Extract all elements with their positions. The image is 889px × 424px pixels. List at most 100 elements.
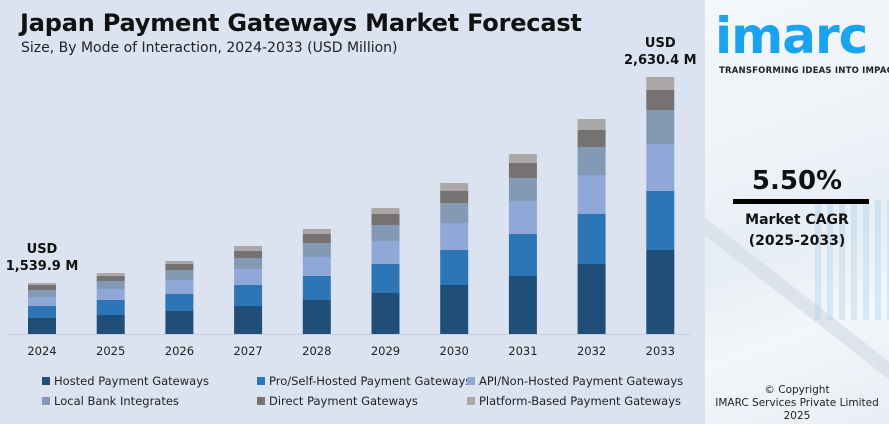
copyright: © Copyright IMARC Services Private Limit… bbox=[705, 384, 889, 423]
bar-segment-2025-4 bbox=[96, 281, 125, 290]
x-tick-label: 2028 bbox=[302, 344, 331, 358]
bar-segment-2024-1 bbox=[28, 318, 56, 334]
bar-segment-2030-6 bbox=[440, 182, 469, 191]
bar-segment-2027-5 bbox=[234, 250, 263, 258]
bar-segment-2029-5 bbox=[371, 214, 400, 225]
bar-segment-2032-6 bbox=[577, 118, 606, 130]
bar-segment-2024-2 bbox=[28, 306, 56, 318]
bar-segment-2031-6 bbox=[508, 154, 537, 163]
legend-label: API/Non-Hosted Payment Gateways bbox=[479, 374, 684, 388]
bar-segment-2032-4 bbox=[577, 146, 606, 175]
bar-segment-2025-3 bbox=[96, 289, 125, 301]
bar-segment-2028-5 bbox=[302, 233, 331, 243]
bar-segment-2026-4 bbox=[165, 269, 194, 280]
bar-segment-2031-2 bbox=[508, 233, 537, 276]
bar-segment-2030-2 bbox=[440, 250, 469, 285]
bar-segment-2026-6 bbox=[165, 260, 194, 264]
bar-segment-2027-6 bbox=[234, 245, 263, 251]
bar-segment-2024-3 bbox=[28, 297, 56, 306]
bar-segment-2026-1 bbox=[165, 311, 194, 334]
copyright-line1: © Copyright bbox=[764, 384, 830, 396]
bar-segment-2033-5 bbox=[646, 90, 675, 110]
annotation-currency: USD bbox=[644, 36, 676, 51]
bar-segment-2027-4 bbox=[234, 257, 263, 269]
legend-item: API/Non-Hosted Payment Gateways bbox=[467, 374, 683, 388]
bar-segment-2031-3 bbox=[508, 200, 537, 234]
x-tick-label: 2029 bbox=[371, 344, 400, 358]
bar-segment-2024-4 bbox=[28, 290, 56, 297]
value-annotation-2033: USD 2,630.4 M bbox=[624, 35, 697, 69]
bar-segment-2032-1 bbox=[577, 264, 606, 334]
bar-segment-2029-4 bbox=[371, 225, 400, 241]
bar-segment-2026-2 bbox=[165, 294, 194, 311]
bar-segment-2029-1 bbox=[371, 293, 400, 334]
x-tick-label: 2026 bbox=[165, 344, 194, 358]
bar-segment-2027-3 bbox=[234, 269, 263, 285]
cagr-label: Market CAGR (2025-2033) bbox=[705, 210, 889, 252]
chart-area: Japan Payment Gateways Market Forecast S… bbox=[5, 9, 697, 408]
bar-segment-2028-2 bbox=[302, 275, 331, 300]
bar-segment-2024-6 bbox=[28, 283, 56, 285]
background-chart-decoration bbox=[815, 200, 889, 320]
bar-segment-2033-1 bbox=[646, 250, 675, 334]
annotation-currency: USD bbox=[26, 242, 58, 257]
legend-swatch bbox=[467, 377, 475, 385]
legend-swatch bbox=[42, 377, 50, 385]
x-tick-label: 2031 bbox=[508, 344, 537, 358]
bar-segment-2031-1 bbox=[508, 276, 537, 334]
chart-title: Japan Payment Gateways Market Forecast bbox=[20, 9, 582, 37]
bar-segment-2032-3 bbox=[577, 175, 606, 214]
x-tick-labels: 2024 2025 2026 2027 2028 2029 2030 2031 2032 2033 bbox=[27, 344, 675, 358]
bar-segment-2025-6 bbox=[96, 273, 125, 277]
bar-segment-2033-6 bbox=[646, 77, 675, 90]
legend-item: Platform-Based Payment Gateways bbox=[467, 394, 681, 408]
bar-segment-2027-2 bbox=[234, 285, 263, 306]
legend-swatch bbox=[467, 397, 475, 405]
bar-segment-2028-4 bbox=[302, 242, 331, 257]
bar-segment-2026-5 bbox=[165, 263, 194, 270]
annotation-value: 2,630.4 M bbox=[624, 53, 697, 68]
x-tick-label: 2033 bbox=[646, 344, 675, 358]
bar-segment-2027-1 bbox=[234, 306, 263, 334]
bar-segment-2030-1 bbox=[440, 285, 469, 334]
copyright-line2: IMARC Services Private Limited 2025 bbox=[715, 397, 879, 422]
sidebar-panel: imarc TRANSFORMING IDEAS INTO IMPACT 5.5… bbox=[705, 0, 889, 424]
x-tick-label: 2027 bbox=[233, 344, 262, 358]
legend-label: Platform-Based Payment Gateways bbox=[479, 394, 681, 408]
legend-item: Local Bank Integrates bbox=[42, 394, 179, 408]
legend-swatch bbox=[42, 397, 50, 405]
bar-segment-2030-3 bbox=[440, 222, 469, 250]
bar-segment-2031-4 bbox=[508, 177, 537, 201]
legend-label: Pro/Self-Hosted Payment Gateways bbox=[269, 374, 472, 388]
cagr-divider bbox=[733, 199, 869, 204]
bar-segment-2029-3 bbox=[371, 241, 400, 264]
bar-segment-2033-3 bbox=[646, 144, 675, 192]
cagr-label-line1: Market CAGR bbox=[745, 212, 849, 228]
bar-segment-2029-2 bbox=[371, 264, 400, 293]
bar-segment-2032-2 bbox=[577, 214, 606, 264]
bar-segment-2029-6 bbox=[371, 208, 400, 215]
bar-segment-2033-4 bbox=[646, 110, 675, 144]
imarc-logo: imarc bbox=[715, 7, 868, 65]
legend-item: Pro/Self-Hosted Payment Gateways bbox=[257, 374, 471, 388]
legend-label: Local Bank Integrates bbox=[54, 394, 179, 408]
annotation-value: 1,539.9 M bbox=[5, 259, 79, 274]
bar-segment-2028-1 bbox=[302, 300, 331, 334]
legend-label: Direct Payment Gateways bbox=[269, 394, 418, 408]
legend-swatch bbox=[257, 377, 265, 385]
logo-tagline: TRANSFORMING IDEAS INTO IMPACT bbox=[719, 66, 889, 76]
x-tick-label: 2024 bbox=[27, 344, 56, 358]
cagr-label-line2: (2025-2033) bbox=[748, 233, 846, 249]
x-tick-label: 2030 bbox=[440, 344, 469, 358]
bar-segment-2026-3 bbox=[165, 279, 194, 294]
bars-group bbox=[28, 77, 675, 334]
bar-segment-2025-5 bbox=[96, 276, 125, 282]
chart-subtitle: Size, By Mode of Interaction, 2024-2033 … bbox=[21, 40, 398, 56]
bar-segment-2031-5 bbox=[508, 162, 537, 178]
legend-label: Hosted Payment Gateways bbox=[54, 374, 210, 388]
legend-swatch bbox=[257, 397, 265, 405]
bar-segment-2024-5 bbox=[28, 285, 56, 290]
value-annotation-2024: USD 1,539.9 M bbox=[6, 241, 79, 275]
bar-segment-2033-2 bbox=[646, 191, 675, 250]
bar-segment-2030-4 bbox=[440, 202, 469, 223]
